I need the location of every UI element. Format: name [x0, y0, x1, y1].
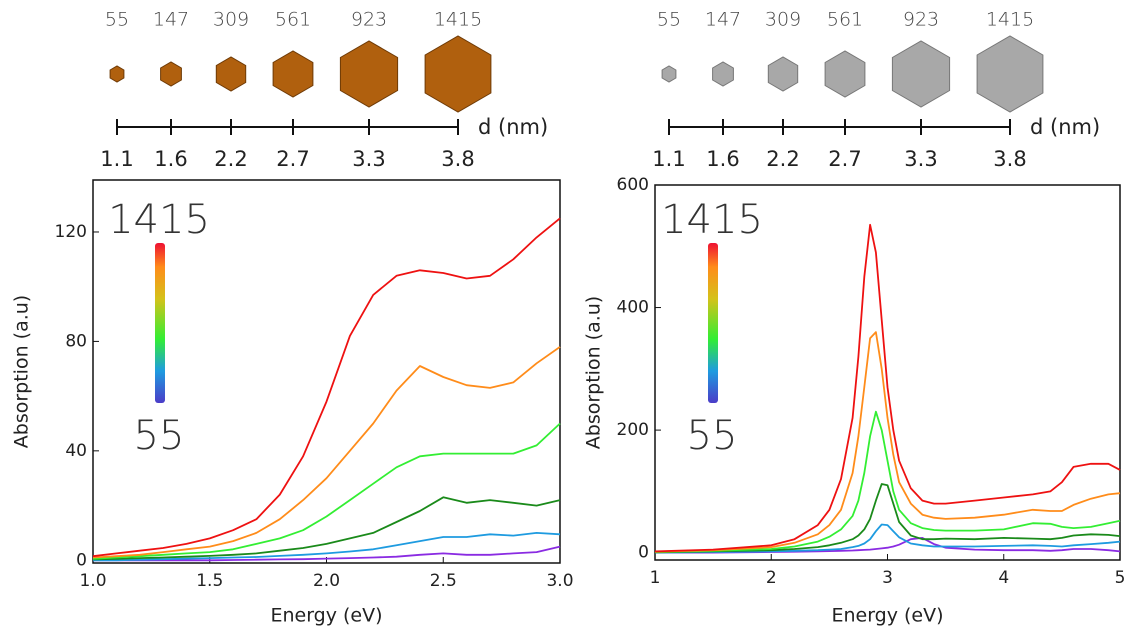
colorbar [708, 243, 718, 403]
atom-count: 55 [105, 9, 129, 31]
y-tick-label: 80 [65, 331, 87, 351]
diameter: 2.7 [828, 147, 861, 171]
y-tick-label: 400 [617, 298, 649, 318]
atom-count: 561 [827, 9, 863, 31]
atom-count: 923 [903, 9, 939, 31]
nanoparticle [825, 51, 865, 97]
colorbar-bottom: 55 [134, 413, 185, 459]
diameter: 1.1 [100, 147, 133, 171]
x-axis-title: Energy (eV) [831, 605, 943, 627]
nanoparticle [161, 62, 182, 86]
x-tick-label: 3.0 [546, 571, 573, 591]
colorbar-top: 1415 [108, 197, 210, 243]
y-axis-title: Absorption (a.u) [583, 296, 605, 449]
diameter: 2.2 [766, 147, 799, 171]
diameter: 1.6 [706, 147, 739, 171]
x-tick-label: 1.5 [196, 571, 223, 591]
y-tick-label: 600 [617, 175, 649, 195]
colorbar [155, 243, 165, 403]
y-axis-title: Absorption (a.u) [11, 295, 33, 448]
atom-count: 309 [765, 9, 801, 31]
nanoparticle [340, 41, 397, 107]
x-tick-label: 2 [766, 568, 777, 588]
atom-count: 1415 [434, 9, 482, 31]
diameter: 3.8 [993, 147, 1026, 171]
y-tick-label: 200 [617, 420, 649, 440]
colorbar-top: 1415 [661, 197, 763, 243]
diameter: 3.3 [904, 147, 937, 171]
figure: 551.11471.63092.25612.79233.314153.8d (n… [0, 0, 1128, 632]
x-tick-label: 1 [650, 568, 661, 588]
series-line [655, 225, 1120, 552]
d-label: d (nm) [478, 115, 548, 139]
atom-count: 1415 [986, 9, 1034, 31]
x-tick-label: 1.0 [79, 571, 106, 591]
diameter: 1.6 [154, 147, 187, 171]
diameter: 3.8 [441, 147, 474, 171]
x-tick-label: 3 [882, 568, 893, 588]
nanoparticle [425, 36, 491, 112]
nanoparticle [662, 66, 676, 82]
x-tick-label: 4 [998, 568, 1009, 588]
nanoparticle [273, 51, 313, 97]
y-tick-label: 0 [638, 543, 649, 563]
atom-count: 309 [213, 9, 249, 31]
y-tick-label: 0 [76, 550, 87, 570]
diameter: 3.3 [352, 147, 385, 171]
nanoparticle [713, 62, 734, 86]
series-line [93, 497, 560, 559]
series-line [655, 484, 1120, 552]
y-tick-label: 40 [65, 441, 87, 461]
nanoparticle [892, 41, 949, 107]
x-tick-label: 2.0 [313, 571, 340, 591]
x-tick-label: 2.5 [430, 571, 457, 591]
x-tick-label: 5 [1115, 568, 1126, 588]
d-label: d (nm) [1030, 115, 1100, 139]
nanoparticle [110, 66, 124, 82]
series-line [93, 533, 560, 560]
diameter: 2.7 [276, 147, 309, 171]
nanoparticle [768, 57, 797, 91]
diameter: 2.2 [214, 147, 247, 171]
nanoparticle [977, 36, 1043, 112]
colorbar-bottom: 55 [687, 413, 738, 459]
atom-count: 923 [351, 9, 387, 31]
atom-count: 147 [705, 9, 741, 31]
diameter: 1.1 [652, 147, 685, 171]
atom-count: 561 [275, 9, 311, 31]
atom-count: 55 [657, 9, 681, 31]
x-axis-title: Energy (eV) [270, 605, 382, 627]
atom-count: 147 [153, 9, 189, 31]
nanoparticle [216, 57, 245, 91]
y-tick-label: 120 [55, 222, 87, 242]
